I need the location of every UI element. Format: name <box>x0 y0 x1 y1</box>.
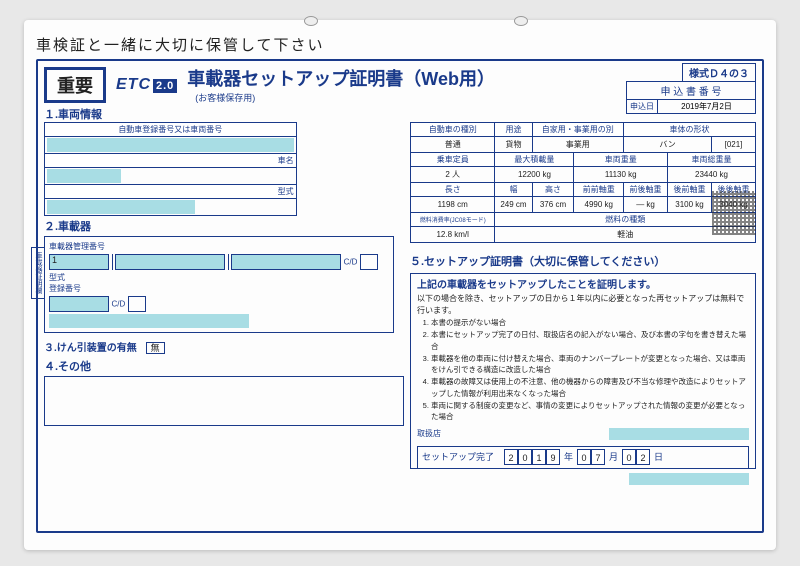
model-label: 型式 <box>45 185 297 199</box>
etc-logo-text: ETC <box>116 76 151 93</box>
form-outer: 重要 ETC2.0 車載器セットアップ証明書（Web用） (お客様保存用) 様式… <box>36 59 764 533</box>
section-2: ２.車載器 <box>44 218 404 234</box>
section-4: ４.その他 <box>44 358 404 374</box>
doc-subtitle: (お客様保存用) <box>195 93 255 103</box>
year-cells: 2019 <box>504 449 560 466</box>
other-box <box>44 376 404 426</box>
etc-ver: 2.0 <box>153 79 177 93</box>
redacted <box>49 314 249 328</box>
obu-box: 車載器証明欄 車載器管理番号 1 C/D 型式 登録番号 <box>44 236 394 333</box>
name-label: 車名 <box>45 154 297 168</box>
obu-field-1: 1 <box>49 254 109 270</box>
redacted <box>47 200 195 214</box>
setup-done-row: セットアップ完了 2019 年 07 月 02 日 <box>417 446 749 469</box>
tow-value: 無 <box>146 342 165 354</box>
vehicle-reg-table: 自動車登録番号又は車両番号 車名 型式 <box>44 122 404 216</box>
top-message: 車検証と一緒に大切に保管して下さい <box>36 34 764 55</box>
cert-lead: 上記の車載器をセットアップしたことを証明します。 <box>417 278 749 293</box>
obu-mgmt-header: 車載器管理番号 <box>49 241 389 252</box>
cert-note: 以下の場合を除き、セットアップの日から１年以内に必要となった再セットアップは無料… <box>417 293 749 317</box>
obu-reg-h: 登録番号 <box>49 283 389 294</box>
obu-field-3 <box>231 254 341 270</box>
redacted <box>47 169 121 183</box>
app-date: 2019年7月2日 <box>658 100 755 113</box>
punch-hole <box>514 16 528 26</box>
cert-list: 本書の提示がない場合 本書にセットアップ完了の日付、取扱店名の記入がない場合、及… <box>431 317 749 422</box>
etc-logo: ETC2.0 <box>116 76 177 94</box>
obu-field-2 <box>115 254 225 270</box>
punch-hole <box>304 16 318 26</box>
obu-reg-1 <box>49 296 109 312</box>
obu-model-h: 型式 <box>49 272 389 283</box>
cert-li: 本書の提示がない場合 <box>431 317 749 328</box>
application-box: 申 込 書 番 号 申込日2019年7月2日 <box>626 81 756 114</box>
document-sheet: 車検証と一緒に大切に保管して下さい 重要 ETC2.0 車載器セットアップ証明書… <box>24 20 776 550</box>
cd-label-2: C/D <box>112 299 126 308</box>
cert-li: 車載器の故障又は使用上の不注意、他の機器からの障害及び不当な修理や改造によりセッ… <box>431 376 749 399</box>
cert-li: 本書にセットアップ完了の日付、取扱店名の記入がない場合、及び本書の字句を書き替え… <box>431 329 749 352</box>
cert-box: 上記の車載器をセットアップしたことを証明します。 以下の場合を除き、セットアップ… <box>410 273 756 469</box>
vehicle-spec-table: 自動車の種別 用途 自家用・事業用の別 車体の形状 普通 貨物 事業用 バン [… <box>410 122 756 243</box>
redacted <box>47 138 294 152</box>
reg-header: 自動車登録番号又は車両番号 <box>45 123 297 137</box>
obu-vertical: 車載器証明欄 <box>31 247 45 299</box>
app-date-label: 申込日 <box>627 100 658 113</box>
dealer-row: 取扱店 <box>417 428 749 440</box>
app-header: 申 込 書 番 号 <box>626 81 756 100</box>
redacted <box>609 428 749 440</box>
cd-box-2 <box>128 296 146 312</box>
form-number: 様式Ｄ４の３ <box>682 63 756 82</box>
section-3: ３.けん引装置の有無 無 <box>44 339 404 354</box>
cd-label: C/D <box>344 257 358 266</box>
importance-badge: 重要 <box>44 67 106 103</box>
month-cells: 07 <box>577 449 605 466</box>
cd-box <box>360 254 378 270</box>
section-5: ５.セットアップ証明書（大切に保管してください） <box>410 253 756 269</box>
day-cells: 02 <box>622 449 650 466</box>
cert-li: 車両に関する制度の変更など、事情の変更によりセットアップされた情報の変更が必要と… <box>431 400 749 423</box>
qr-code-icon <box>712 191 756 235</box>
redacted <box>629 473 749 485</box>
cert-li: 車載器を他の車両に付け替えた場合、車両のナンバープレートが変更となった場合、又は… <box>431 353 749 376</box>
doc-title: 車載器セットアップ証明書（Web用） <box>187 69 495 89</box>
